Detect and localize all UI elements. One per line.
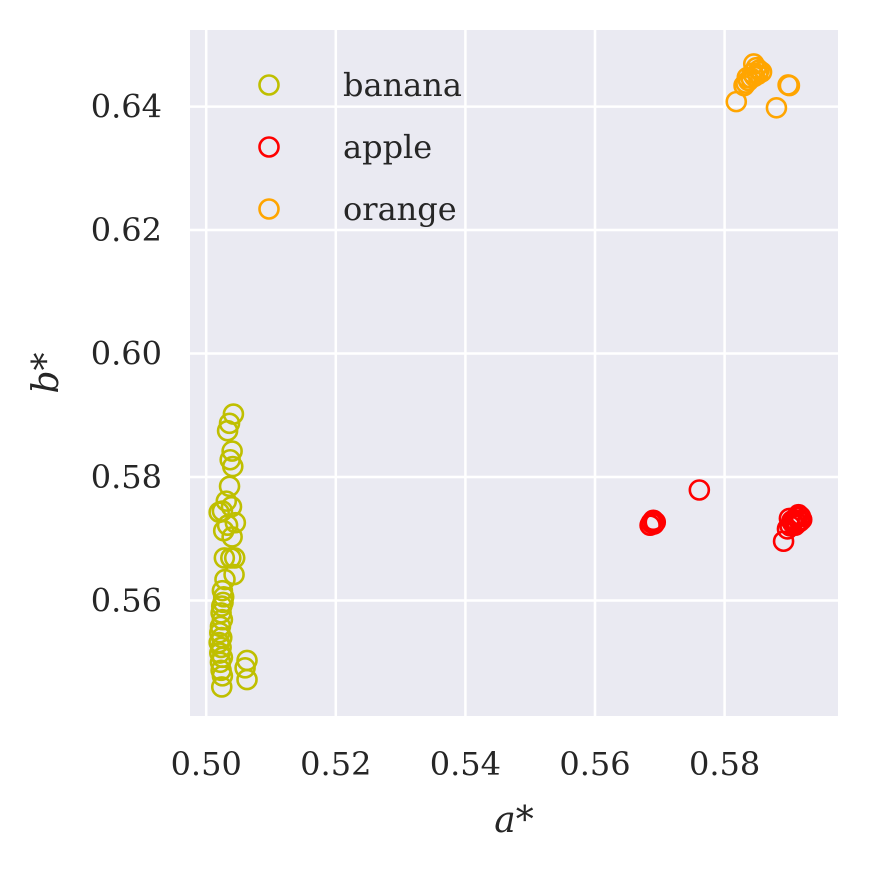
legend-label-orange: orange bbox=[343, 190, 457, 228]
series-apple bbox=[639, 479, 813, 553]
banana-point bbox=[234, 657, 256, 679]
legend-marker-apple bbox=[258, 136, 280, 158]
series-orange bbox=[725, 53, 801, 119]
banana-point bbox=[209, 642, 231, 664]
y-tick-label: 0.60 bbox=[91, 335, 162, 373]
data-points bbox=[208, 53, 813, 698]
plot-area bbox=[190, 30, 838, 716]
orange-point bbox=[777, 74, 799, 96]
x-tick-label: 0.54 bbox=[430, 745, 501, 783]
legend: banana apple orange bbox=[258, 66, 462, 228]
apple-point bbox=[781, 510, 803, 532]
apple-point bbox=[784, 514, 807, 537]
y-axis-label: b* bbox=[26, 352, 67, 393]
y-tick-label: 0.56 bbox=[91, 582, 162, 620]
x-axis-label: a* bbox=[494, 800, 533, 841]
banana-point bbox=[220, 547, 242, 569]
banana-point bbox=[236, 668, 258, 691]
orange-point bbox=[741, 62, 764, 85]
orange-point bbox=[765, 97, 788, 119]
orange-point bbox=[725, 90, 748, 113]
banana-point bbox=[214, 568, 236, 591]
legend-label-banana: banana bbox=[343, 66, 462, 104]
banana-point bbox=[209, 651, 232, 674]
y-tick-label: 0.58 bbox=[91, 458, 162, 496]
x-tick-labels: 0.50 0.52 0.54 0.56 0.58 bbox=[171, 745, 761, 783]
y-tick-label: 0.62 bbox=[91, 211, 162, 249]
x-tick-label: 0.56 bbox=[559, 745, 630, 783]
apple-point bbox=[790, 508, 813, 531]
legend-label-apple: apple bbox=[343, 128, 432, 166]
legend-marker-orange bbox=[258, 198, 280, 220]
banana-point bbox=[216, 419, 239, 442]
banana-point bbox=[218, 475, 241, 498]
banana-point bbox=[221, 440, 243, 462]
banana-point bbox=[211, 665, 234, 687]
apple-point bbox=[643, 513, 665, 535]
banana-point bbox=[213, 547, 236, 569]
orange-point bbox=[736, 66, 759, 89]
x-tick-label: 0.52 bbox=[300, 745, 371, 783]
x-tick-label: 0.58 bbox=[689, 745, 760, 783]
y-tick-labels: 0.56 0.58 0.60 0.62 0.64 bbox=[91, 88, 162, 620]
apple-point bbox=[688, 479, 711, 501]
banana-point bbox=[215, 490, 238, 512]
banana-point bbox=[221, 526, 243, 548]
grid bbox=[190, 30, 838, 716]
x-tick-label: 0.50 bbox=[171, 745, 242, 783]
series-banana bbox=[208, 403, 258, 698]
banana-point bbox=[210, 676, 233, 698]
legend-marker-banana bbox=[258, 74, 280, 96]
banana-point bbox=[210, 595, 233, 617]
apple-point bbox=[778, 507, 801, 530]
apple-point bbox=[788, 510, 811, 533]
y-tick-label: 0.64 bbox=[91, 88, 162, 126]
banana-point bbox=[216, 514, 239, 537]
